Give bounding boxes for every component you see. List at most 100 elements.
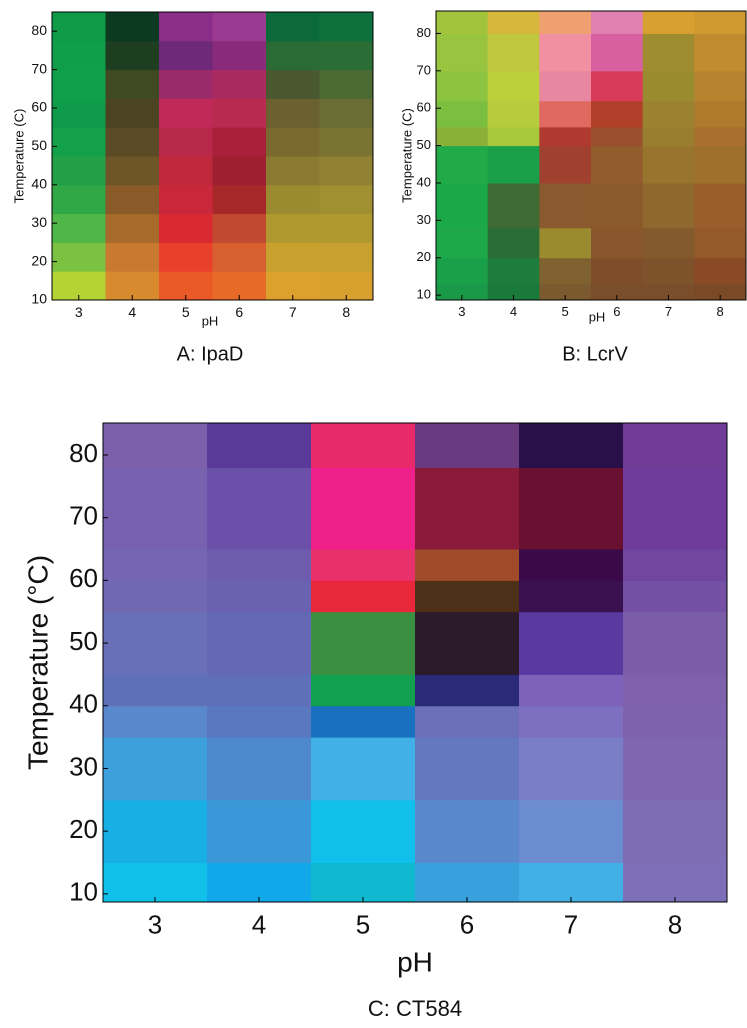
y-axis-label: Temperature (C) [11,109,26,204]
heat-cell [539,11,592,34]
heat-cell [52,127,106,157]
heat-cell [436,145,489,184]
heat-cell [212,184,267,215]
heat-cell [487,283,540,301]
heat-cell [623,705,728,738]
panel-title: A: IpaD [177,343,244,365]
heat-cell [487,227,540,259]
heat-cell [436,70,489,102]
heat-cell [415,674,520,707]
heat-cell [642,257,695,285]
heat-cell [519,549,624,581]
heat-cell [487,126,540,147]
heat-cell [642,11,695,34]
heat-cell [591,70,644,102]
heat-cell [103,705,208,738]
y-tick-label: 50 [417,137,431,152]
y-tick-label: 40 [417,174,431,189]
heat-cell [694,126,747,147]
heat-cell [311,423,416,469]
y-tick-label: 10 [69,877,98,907]
heat-cell [311,580,416,613]
y-tick-label: 60 [417,100,431,115]
heat-cell [159,98,213,128]
heat-cell [212,98,267,128]
heat-cell [159,12,213,42]
heat-cell [311,705,416,738]
y-tick-label: 30 [69,751,98,781]
heat-cell [487,11,540,34]
panel-title: C: CT584 [368,996,462,1021]
plot-frame [102,422,728,903]
heat-cell [694,100,747,128]
heat-cell [487,145,540,184]
y-axis-label: Temperature (C) [399,108,414,203]
x-tick-label: 4 [510,304,517,319]
heat-cell [591,227,644,259]
heat-cell [319,184,374,215]
heat-cell [319,40,374,71]
heat-cell [212,242,267,272]
heat-cell [266,98,320,128]
heat-cell [212,69,267,99]
heat-cell [519,467,624,550]
heat-cell [266,127,320,157]
x-tick-label: 8 [717,304,724,319]
heat-cell [694,227,747,259]
x-axis-label: pH [589,309,606,324]
heat-cell [642,283,695,301]
heat-cell [159,127,213,157]
heat-cell [623,423,728,469]
heat-cell [623,580,728,613]
heat-cell [642,145,695,184]
heat-cell [311,799,416,864]
heat-cell [623,862,728,903]
x-tick-label: 3 [75,304,83,320]
heat-cell [311,862,416,903]
heat-cell [266,242,320,272]
heat-cell [591,33,644,72]
x-tick-label: 4 [252,910,266,940]
y-tick-label: 50 [69,626,98,656]
heat-cell [415,549,520,581]
heat-cell [694,283,747,301]
y-tick-label: 30 [417,212,431,227]
heat-cell [415,423,520,469]
y-tick-label: 40 [31,176,47,192]
heat-cell [436,182,489,229]
heat-cell [642,182,695,229]
heat-cell [415,580,520,613]
heat-cell [487,33,540,72]
heat-cell [487,257,540,285]
x-tick-label: 7 [289,304,297,320]
heat-cell [319,213,374,243]
heat-cell [52,184,106,215]
heat-cell [539,33,592,72]
heat-cell [623,737,728,801]
heat-cell [642,227,695,259]
heat-cell [539,126,592,147]
heat-cell [539,182,592,229]
heat-cell [591,257,644,285]
x-tick-label: 6 [613,304,620,319]
heat-cell [52,40,106,71]
y-tick-label: 40 [69,689,98,719]
heat-cell [694,145,747,184]
heat-cell [311,737,416,801]
heat-cell [436,283,489,301]
heat-cell [103,423,208,469]
y-tick-label: 70 [69,501,98,531]
y-tick-label: 10 [417,287,431,302]
heat-cell [212,12,267,42]
heat-cell [694,33,747,72]
heat-cell [591,283,644,301]
heat-cell [415,705,520,738]
heat-cell [266,213,320,243]
heat-cell [539,257,592,285]
heat-cell [591,11,644,34]
heat-cell [487,100,540,128]
heat-cell [103,799,208,864]
heat-cell [591,100,644,128]
heat-cell [519,799,624,864]
heat-cell [642,33,695,72]
